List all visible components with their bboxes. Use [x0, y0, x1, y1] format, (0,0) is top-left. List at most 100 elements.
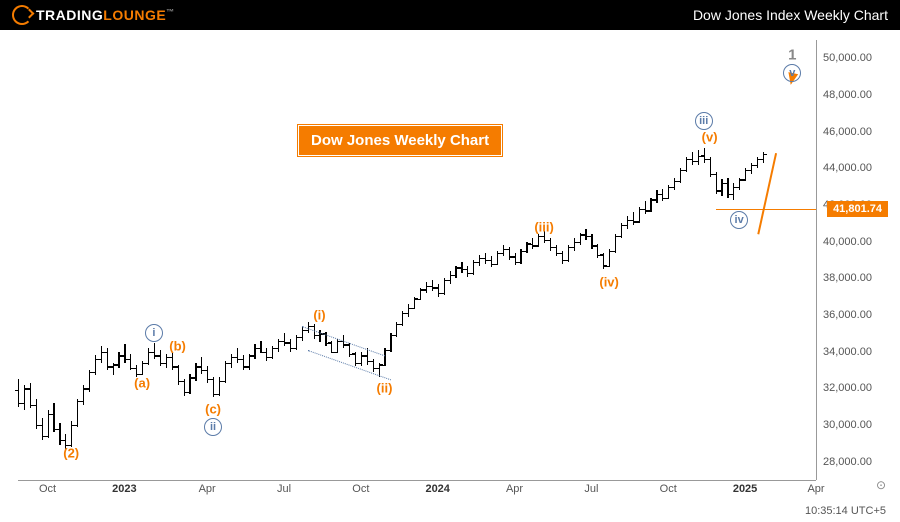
ohlc-bar [355, 352, 356, 367]
ohlc-bar [509, 247, 510, 260]
ohlc-bar [615, 234, 616, 252]
wave-label: (b) [169, 339, 186, 354]
wave-label: (c) [205, 401, 221, 416]
price-plot[interactable]: (2)(a)(b)(c)(i)(ii)(iii)(iv)(v)iiiiiiivv… [18, 40, 816, 480]
logo-trading: TRADING [36, 7, 103, 23]
ohlc-bar [89, 370, 90, 392]
ohlc-bar [609, 249, 610, 267]
ohlc-bar [520, 249, 521, 264]
ohlc-bar [627, 216, 628, 229]
y-tick: 32,000.00 [823, 382, 872, 394]
x-tick: Jul [277, 483, 291, 495]
ohlc-bar [621, 223, 622, 238]
ohlc-bar [154, 343, 155, 360]
ohlc-bar [710, 157, 711, 177]
x-tick: Apr [199, 483, 216, 495]
x-tick: 2024 [425, 483, 449, 495]
gear-icon[interactable]: ⊙ [876, 478, 886, 492]
logo: TRADINGLOUNGE™ [12, 5, 175, 25]
x-tick: 2023 [112, 483, 136, 495]
wave-label: (ii) [377, 381, 393, 396]
y-tick: 50,000.00 [823, 52, 872, 64]
ohlc-bar [18, 379, 19, 407]
ohlc-bar [71, 421, 72, 447]
x-tick: Oct [352, 483, 369, 495]
ohlc-bar [396, 322, 397, 337]
ohlc-bar [438, 284, 439, 297]
ohlc-bar [674, 178, 675, 191]
ohlc-bar [237, 348, 238, 363]
ohlc-bar [373, 359, 374, 372]
ohlc-bar [426, 282, 427, 293]
x-axis: Oct2023AprJulOct2024AprJulOct2025Apr [18, 480, 816, 496]
ohlc-bar [77, 399, 78, 427]
ohlc-bar [639, 207, 640, 224]
ohlc-bar [497, 251, 498, 266]
wave-label: iv [730, 211, 748, 229]
ohlc-bar [408, 304, 409, 317]
ohlc-bar [461, 262, 462, 273]
ohlc-bar [24, 385, 25, 411]
ohlc-bar [751, 163, 752, 174]
ohlc-bar [662, 189, 663, 202]
ohlc-bar [30, 383, 31, 409]
wave-label: (a) [134, 375, 150, 390]
chart-area: (2)(a)(b)(c)(i)(ii)(iii)(iv)(v)iiiiiiivv… [0, 30, 900, 522]
y-tick: 44,000.00 [823, 162, 872, 174]
projection-arrow [757, 153, 777, 234]
ohlc-bar [142, 361, 143, 376]
ohlc-bar [467, 266, 468, 277]
ohlc-bar [384, 348, 385, 366]
ohlc-bar [201, 357, 202, 374]
logo-lounge: LOUNGE [103, 7, 166, 23]
ohlc-bar [585, 229, 586, 240]
y-tick: 28,000.00 [823, 456, 872, 468]
ohlc-bar [260, 341, 261, 354]
ohlc-bar [243, 355, 244, 370]
ohlc-bar [515, 253, 516, 266]
ohlc-bar [686, 157, 687, 172]
current-price-badge: 41,801.74 [827, 201, 888, 217]
ohlc-bar [580, 233, 581, 246]
ohlc-bar [184, 379, 185, 396]
ohlc-bar [650, 198, 651, 213]
ohlc-bar [597, 244, 598, 259]
ohlc-bar [420, 288, 421, 301]
ohlc-bar [485, 253, 486, 264]
ohlc-bar [727, 178, 728, 198]
ohlc-bar [113, 363, 114, 376]
ohlc-bar [414, 297, 415, 310]
ohlc-bar [491, 256, 492, 267]
ohlc-bar [526, 242, 527, 253]
ohlc-bar [591, 234, 592, 249]
ohlc-bar [450, 271, 451, 284]
ohlc-bar [763, 152, 764, 163]
wave-label: (iii) [534, 220, 554, 235]
ohlc-bar [172, 352, 173, 370]
ohlc-bar [166, 354, 167, 369]
ohlc-bar [124, 344, 125, 362]
ohlc-bar [432, 280, 433, 291]
wave-label: ii [204, 418, 222, 436]
y-tick: 40,000.00 [823, 236, 872, 248]
ohlc-bar [101, 346, 102, 363]
x-tick: Apr [807, 483, 824, 495]
ohlc-bar [745, 168, 746, 181]
y-tick: 30,000.00 [823, 419, 872, 431]
ohlc-bar [130, 354, 131, 371]
ohlc-bar [331, 341, 332, 354]
ohlc-bar [284, 333, 285, 346]
ohlc-bar [562, 251, 563, 264]
ohlc-bar [36, 399, 37, 428]
ohlc-bar [757, 157, 758, 168]
wave-label: (v) [702, 130, 718, 145]
y-tick: 48,000.00 [823, 89, 872, 101]
ohlc-bar [532, 238, 533, 249]
x-tick: Apr [506, 483, 523, 495]
ohlc-bar [716, 172, 717, 194]
y-axis: 28,000.0030,000.0032,000.0034,000.0036,0… [816, 40, 888, 480]
chart-title-badge: Dow Jones Weekly Chart [298, 125, 502, 156]
ohlc-bar [95, 355, 96, 375]
ohlc-bar [455, 266, 456, 279]
ohlc-bar [83, 385, 84, 405]
